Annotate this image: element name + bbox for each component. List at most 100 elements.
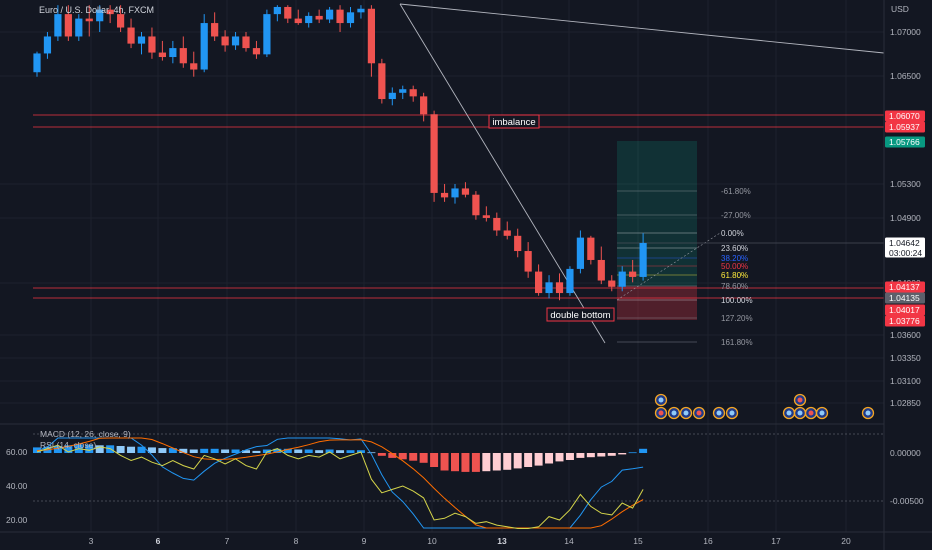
candle-body[interactable] (388, 92, 396, 100)
macd-hist-bar (419, 453, 428, 463)
candle-body[interactable] (576, 237, 584, 269)
signal-line (36, 437, 644, 529)
long-position-tool[interactable] (617, 141, 697, 320)
macd-hist-bar (85, 444, 94, 453)
candle-body[interactable] (190, 63, 198, 70)
price-tag[interactable] (885, 292, 925, 304)
price-tick: 1.06500 (890, 71, 921, 81)
candle-body[interactable] (75, 18, 83, 37)
candle-body[interactable] (137, 36, 146, 44)
target-zone (617, 141, 697, 286)
candle-body[interactable] (64, 14, 72, 37)
macd-hist-bar (471, 453, 480, 472)
candle-body[interactable] (420, 96, 428, 115)
candle-body[interactable] (158, 52, 166, 58)
macd-hist-bar (273, 448, 282, 453)
candle-body[interactable] (535, 271, 543, 294)
macd-hist-bar (618, 453, 627, 455)
candle-body[interactable] (263, 14, 271, 55)
candle-body[interactable] (127, 27, 135, 44)
double-bottom-label: double bottom (550, 310, 610, 321)
candle-body[interactable] (273, 6, 281, 15)
event-flag-icon (808, 410, 814, 416)
candle-body[interactable] (639, 242, 647, 277)
candle-body[interactable] (54, 14, 62, 37)
candle-body[interactable] (608, 280, 616, 287)
candle-body[interactable] (221, 36, 229, 46)
price-tag[interactable] (885, 110, 925, 122)
candle-body[interactable] (336, 9, 344, 24)
price-tag[interactable] (885, 315, 925, 327)
candle-body[interactable] (587, 237, 595, 260)
economic-events[interactable] (654, 393, 875, 420)
candle-body[interactable] (472, 194, 480, 216)
trend-line-upper[interactable] (399, 3, 885, 54)
candle-body[interactable] (305, 15, 313, 24)
macd-hist-bar (482, 453, 491, 472)
fib-level-label: 161.80% (721, 338, 753, 347)
candle-body[interactable] (461, 188, 470, 195)
candle-body[interactable] (409, 89, 417, 97)
candle-body[interactable] (346, 12, 355, 24)
candle-body[interactable] (200, 23, 208, 70)
candle-body[interactable] (545, 282, 553, 294)
candle-body[interactable] (96, 9, 104, 22)
candle-body[interactable] (252, 48, 261, 55)
macd-hist-bar (524, 453, 533, 467)
candle-body[interactable] (482, 215, 490, 218)
event-flag-icon (658, 397, 664, 403)
macd-hist-bar (555, 453, 564, 462)
candle-body[interactable] (629, 271, 637, 277)
candle-body[interactable] (399, 89, 407, 93)
macd-hist-bar (158, 448, 167, 453)
candle-body[interactable] (148, 36, 156, 53)
price-tag[interactable] (885, 281, 925, 293)
candle-body[interactable] (440, 192, 449, 198)
price-tag[interactable] (885, 136, 925, 148)
candle-body[interactable] (367, 8, 375, 64)
candle-body[interactable] (315, 15, 323, 20)
fib-retracement[interactable]: -61.80% -27.00% 0.00% 23.60%38.20%50.00%61.… (616, 187, 884, 347)
candle-body[interactable] (211, 23, 219, 37)
price-axis[interactable]: USD 1.070001.065001.053001.049001.040001… (6, 4, 925, 525)
candle-body[interactable] (555, 282, 564, 294)
candle-body[interactable] (326, 9, 334, 20)
candle-body[interactable] (566, 268, 574, 294)
candle-body[interactable] (378, 63, 386, 100)
rsi-tick: 60.00 (6, 447, 28, 457)
stop-zone (617, 286, 697, 320)
candle-body[interactable] (179, 48, 187, 64)
event-flag-icon (797, 397, 803, 403)
candle-body[interactable] (503, 230, 511, 236)
candle-body[interactable] (117, 14, 125, 28)
candle-body[interactable] (169, 48, 177, 58)
price-tag[interactable] (885, 304, 925, 316)
macd-hist-bar (545, 453, 554, 464)
candle-body[interactable] (451, 188, 459, 198)
candle-body[interactable] (430, 114, 438, 193)
candle-body[interactable] (284, 6, 292, 19)
time-axis[interactable]: 3 6 7 8 9 10 13 14 15 16 17 20 (89, 536, 851, 546)
candle-body[interactable] (231, 36, 240, 46)
macd-histogram (33, 444, 648, 472)
candle-body[interactable] (43, 36, 52, 54)
price-tag[interactable] (885, 121, 925, 133)
time-tick: 13 (497, 536, 507, 546)
imbalance-annotation[interactable]: imbalance (488, 114, 540, 129)
candle-body[interactable] (294, 18, 302, 24)
candle-body[interactable] (242, 36, 250, 49)
double-bottom-annotation[interactable]: double bottom (546, 307, 615, 322)
candle-body[interactable] (524, 251, 532, 272)
candle-body[interactable] (106, 9, 114, 15)
event-flag-icon (797, 410, 803, 416)
candle-body[interactable] (618, 271, 626, 287)
candle-body[interactable] (493, 217, 501, 231)
candle-body[interactable] (85, 18, 93, 22)
candle-body[interactable] (514, 235, 522, 252)
candle-body[interactable] (597, 259, 605, 281)
fib-level-label: 78.60% (721, 282, 748, 291)
price-tag[interactable] (885, 237, 925, 258)
candle-body[interactable] (33, 53, 41, 73)
candle-body[interactable] (357, 8, 365, 13)
